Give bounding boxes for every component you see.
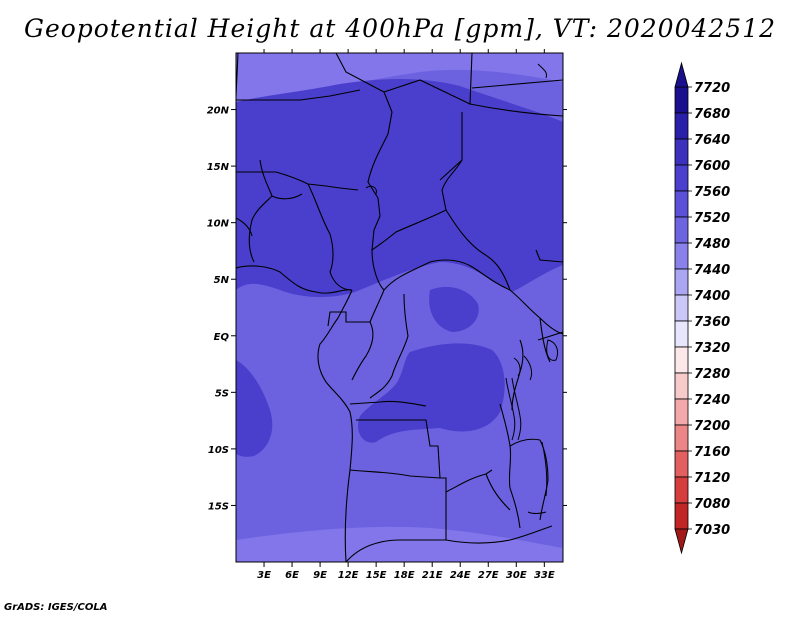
colorbar-segment	[674, 190, 689, 218]
colorbar-label: 7520	[694, 211, 730, 226]
lat-tick-label: EQ	[214, 332, 230, 343]
lakes	[365, 63, 559, 514]
colorbar-label: 7080	[694, 497, 730, 512]
height-field-west-dark	[236, 360, 273, 457]
lon-tick-label: 12E	[338, 570, 359, 581]
lat-tick-label: 10S	[208, 445, 229, 456]
colorbar-label: 7360	[694, 315, 730, 330]
colorbar-segment	[674, 164, 689, 192]
lon-tick-label: 30E	[506, 570, 527, 581]
colorbar-label: 7440	[694, 263, 730, 278]
lon-tick-label: 27E	[478, 570, 499, 581]
colorbar-top-arrow	[674, 61, 689, 88]
colorbar-segment	[674, 476, 689, 504]
colorbar-label: 7640	[694, 133, 730, 148]
colorbar-label: 7280	[694, 367, 730, 382]
lon-tick-label: 33E	[534, 570, 555, 581]
colorbar-label: 7240	[694, 393, 730, 408]
lon-tick-label: 24E	[450, 570, 471, 581]
colorbar-segment	[674, 216, 689, 244]
colorbar-label: 7200	[694, 419, 730, 434]
colorbar-segment	[674, 346, 689, 374]
colorbar-label: 7400	[694, 289, 730, 304]
colorbar-label: 7120	[694, 471, 730, 486]
axis-ticks: 3E 6E 9E 12E 15E 18E 21E 24E 27E 30E 33E 20N 15N 10N 5…	[207, 49, 567, 581]
colorbar: 7720 7680 7640 7600 7560 7520 7480 7440 7400 7360…	[674, 61, 730, 555]
height-field-south-light	[236, 526, 563, 562]
colorbar-segment	[674, 268, 689, 296]
country-borders	[236, 53, 563, 562]
height-field-north-light	[236, 53, 563, 102]
colorbar-segment	[674, 450, 689, 478]
colorbar-segment	[674, 424, 689, 452]
colorbar-segment	[674, 502, 689, 530]
colorbar-label: 7720	[694, 81, 730, 96]
colorbar-label: 7480	[694, 237, 730, 252]
colorbar-segment	[674, 112, 689, 140]
lon-tick-label: 9E	[313, 570, 327, 581]
lon-tick-label: 15E	[366, 570, 387, 581]
map-frame	[235, 52, 564, 563]
page-title: Geopotential Height at 400hPa [gpm], VT:…	[23, 14, 777, 43]
colorbar-label: 7600	[694, 159, 730, 174]
height-field-congo-dark	[357, 343, 505, 443]
lon-tick-label: 6E	[285, 570, 299, 581]
lat-tick-label: 20N	[207, 106, 230, 117]
lat-tick-label: 15N	[207, 162, 230, 173]
lon-tick-label: 18E	[394, 570, 415, 581]
colorbar-label: 7160	[694, 445, 730, 460]
colorbar-segment	[674, 320, 689, 348]
lon-tick-label: 21E	[422, 570, 443, 581]
colorbar-segment	[674, 86, 689, 114]
lon-tick-label: 3E	[257, 570, 271, 581]
colorbar-segment	[674, 372, 689, 400]
credit-label: GrADS: IGES/COLA	[4, 602, 108, 613]
height-field-central-dark	[236, 79, 563, 298]
lat-tick-label: 15S	[208, 501, 229, 512]
colorbar-label: 7030	[694, 523, 730, 538]
height-field-ubangi-dark	[429, 286, 479, 332]
colorbar-segment	[674, 138, 689, 166]
lat-tick-label: 5N	[214, 275, 230, 286]
colorbar-label: 7320	[694, 341, 730, 356]
map-area	[236, 53, 563, 562]
lat-tick-label: 10N	[207, 219, 230, 230]
colorbar-bottom-arrow	[674, 528, 689, 555]
colorbar-label: 7680	[694, 107, 730, 122]
colorbar-label: 7560	[694, 185, 730, 200]
lat-tick-label: 5S	[215, 388, 229, 399]
colorbar-segment	[674, 242, 689, 270]
colorbar-segment	[674, 398, 689, 426]
colorbar-segment	[674, 294, 689, 322]
